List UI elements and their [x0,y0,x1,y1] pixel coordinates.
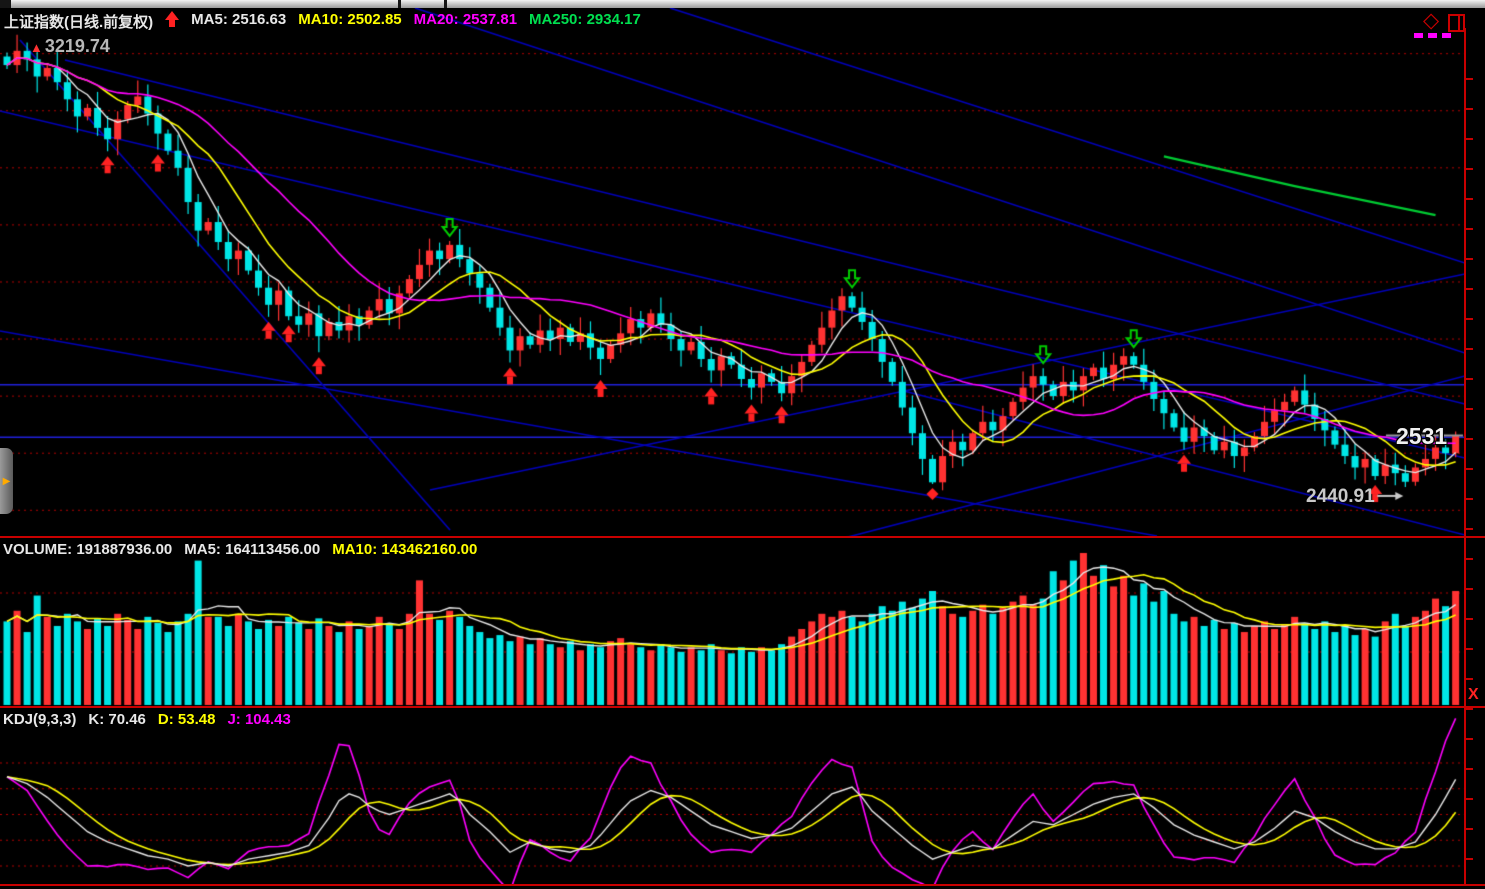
kdj-title: KDJ(9,3,3) [3,711,77,728]
volume-value-label: VOLUME: 191887936.00 [3,541,173,558]
ma5-legend: MA5: 2516.63 [191,11,287,28]
kdj-header: KDJ(9,3,3) K: 70.46 D: 53.48 J: 104.43 [3,711,291,728]
ma-dashes-icon [1414,33,1451,38]
price-axis-line [1464,28,1466,886]
strip-notch [444,0,447,8]
peak-marker-icon: ▲ [30,40,43,55]
peak-price-label: ▲ 3219.74 [30,36,110,56]
ma10-legend: MA10: 2502.85 [298,11,402,28]
volume-chart-canvas[interactable] [0,539,1465,706]
up-arrow-icon [165,11,180,27]
low-price-label: 2440.91 [1306,486,1375,507]
window-title-strip [0,0,1485,8]
split-window-icon[interactable] [1448,14,1465,32]
ma250-legend: MA250: 2934.17 [529,11,641,28]
kdj-chart-canvas[interactable] [0,709,1465,886]
price-axis-ticks [1466,50,1473,878]
bottom-border [0,884,1485,886]
volume-ma10-label: MA10: 143462160.00 [332,541,478,558]
expand-arrow-icon: ▶ [2,475,11,487]
volume-ma5-label: MA5: 164113456.00 [184,541,321,558]
kdj-j-label: J: 104.43 [227,711,291,728]
volume-header: VOLUME: 191887936.00 MA5: 164113456.00 M… [3,541,477,558]
last-price-label: 2531 [1396,423,1448,449]
strip-left-gap [0,0,11,8]
main-volume-divider [0,536,1485,538]
strip-notch [398,0,401,8]
sidebar-expand-handle[interactable]: ▶ [0,448,13,514]
close-indicator-icon[interactable]: X [1468,686,1479,703]
diamond-tool-icon[interactable]: ◇ [1423,9,1440,32]
kdj-d-label: D: 53.48 [157,711,216,728]
main-chart-header: 上证指数(日线.前复权) MA5: 2516.63 MA10: 2502.85 … [4,11,641,32]
kdj-k-label: K: 70.46 [88,711,146,728]
volume-kdj-divider [0,706,1485,708]
main-chart-canvas[interactable] [0,8,1465,537]
symbol-title: 上证指数(日线.前复权) [4,14,154,31]
ma20-legend: MA20: 2537.81 [413,11,518,28]
